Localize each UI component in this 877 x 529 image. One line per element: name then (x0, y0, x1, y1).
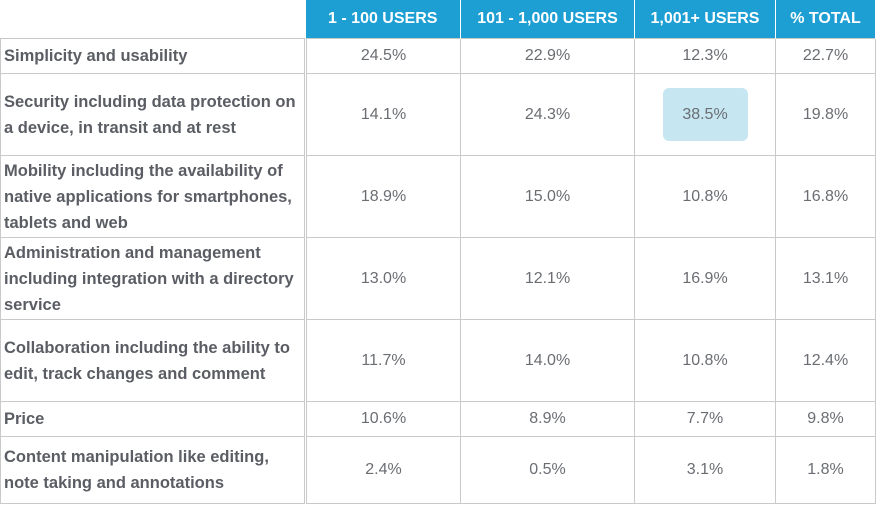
value-cell: 9.8% (775, 401, 876, 437)
value-cell: 22.7% (775, 38, 876, 74)
data-table: 1 - 100 USERS 101 - 1,000 USERS 1,001+ U… (0, 0, 876, 504)
row-label: Administration and management including … (0, 237, 307, 320)
header-row: 1 - 100 USERS 101 - 1,000 USERS 1,001+ U… (0, 0, 876, 39)
value-cell: 0.5% (460, 436, 635, 504)
row-label: Collaboration including the ability to e… (0, 319, 307, 402)
value-cell: 22.9% (460, 38, 635, 74)
value-cell: 8.9% (460, 401, 635, 437)
value-cell: 10.8% (634, 319, 776, 402)
table-row: Security including data protection on a … (0, 73, 876, 156)
row-label: Mobility including the availability of n… (0, 155, 307, 238)
table-row: Simplicity and usability 24.5% 22.9% 12.… (0, 38, 876, 74)
value-cell: 14.1% (305, 73, 461, 156)
value-cell: 1.8% (775, 436, 876, 504)
value-cell: 16.8% (775, 155, 876, 238)
value-cell: 24.3% (460, 73, 635, 156)
value-cell: 15.0% (460, 155, 635, 238)
column-header: 1,001+ USERS (634, 0, 776, 39)
value-cell: 13.0% (305, 237, 461, 320)
value-cell: 3.1% (634, 436, 776, 504)
value-cell: 12.4% (775, 319, 876, 402)
value-cell: 16.9% (634, 237, 776, 320)
row-label: Security including data protection on a … (0, 73, 307, 156)
table-row: Collaboration including the ability to e… (0, 319, 876, 402)
table-row: Price 10.6% 8.9% 7.7% 9.8% (0, 401, 876, 437)
value-cell: 12.1% (460, 237, 635, 320)
value-cell: 13.1% (775, 237, 876, 320)
corner-cell (0, 0, 306, 39)
value-cell: 19.8% (775, 73, 876, 156)
row-label: Simplicity and usability (0, 38, 307, 74)
row-label: Content manipulation like editing, note … (0, 436, 307, 504)
value-cell: 24.5% (305, 38, 461, 74)
value-cell: 14.0% (460, 319, 635, 402)
value-cell: 10.8% (634, 155, 776, 238)
value-cell: 12.3% (634, 38, 776, 74)
value-cell: 7.7% (634, 401, 776, 437)
value-cell: 10.6% (305, 401, 461, 437)
table-row: Administration and management including … (0, 237, 876, 320)
value-cell: 18.9% (305, 155, 461, 238)
column-header: % TOTAL (775, 0, 876, 39)
value-cell: 2.4% (305, 436, 461, 504)
column-header: 1 - 100 USERS (305, 0, 461, 39)
table-row: Content manipulation like editing, note … (0, 436, 876, 504)
column-header: 101 - 1,000 USERS (460, 0, 635, 39)
table-row: Mobility including the availability of n… (0, 155, 876, 238)
row-label: Price (0, 401, 307, 437)
highlight-badge: 38.5% (662, 88, 748, 141)
value-cell: 11.7% (305, 319, 461, 402)
value-cell-highlighted: 38.5% (634, 73, 776, 156)
